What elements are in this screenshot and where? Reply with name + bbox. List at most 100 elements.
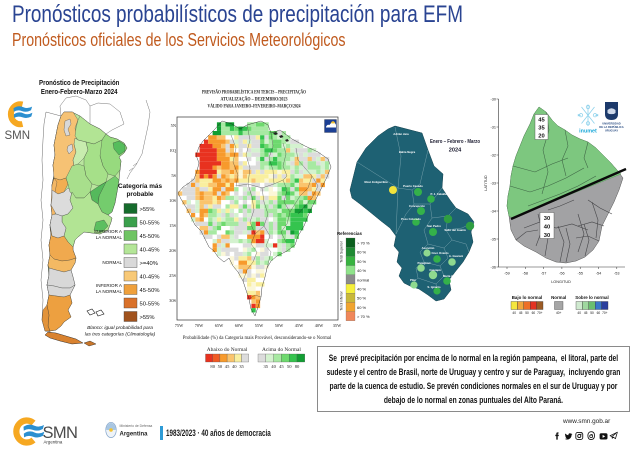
svg-text:-56: -56 xyxy=(559,272,565,276)
svg-text:40 %: 40 % xyxy=(357,287,367,292)
svg-text:Argentina: Argentina xyxy=(44,440,63,445)
svg-text:50-55%: 50-55% xyxy=(140,302,160,308)
svg-text:60 %: 60 % xyxy=(357,305,367,310)
svg-text:50-55%: 50-55% xyxy=(140,221,160,227)
svg-text:45: 45 xyxy=(519,311,523,315)
svg-text:LATITUD: LATITUD xyxy=(484,175,488,191)
svg-text:LA NORMAL: LA NORMAL xyxy=(96,289,123,294)
svg-text:65W: 65W xyxy=(215,323,224,328)
svg-text:LONGITUD: LONGITUD xyxy=(551,280,571,284)
svg-text:50: 50 xyxy=(590,311,594,315)
svg-text:María Aux.: María Aux. xyxy=(443,274,457,278)
svg-text:15S: 15S xyxy=(169,223,176,228)
svg-text:> 70 %: > 70 % xyxy=(357,241,370,246)
svg-text:70+: 70+ xyxy=(602,311,608,315)
svg-text:50: 50 xyxy=(287,364,292,369)
svg-text:50 %: 50 % xyxy=(357,259,367,264)
svg-text:Argentina: Argentina xyxy=(120,432,149,438)
svg-text:60W: 60W xyxy=(235,323,244,328)
svg-text:Salto del Guairá: Salto del Guairá xyxy=(444,228,466,232)
svg-text:Abaixo do Normal: Abaixo do Normal xyxy=(207,347,248,353)
svg-text:40: 40 xyxy=(512,311,516,315)
svg-text:40: 40 xyxy=(544,224,550,230)
svg-text:Tercil Superior: Tercil Superior xyxy=(340,240,344,263)
svg-text:> 70 %: > 70 % xyxy=(357,314,370,319)
svg-text:Enero – Febrero - Marzo: Enero – Febrero - Marzo xyxy=(430,139,480,145)
svg-text:5N: 5N xyxy=(171,123,177,128)
svg-text:LA NORMAL: LA NORMAL xyxy=(96,235,123,240)
svg-text:Sobre lo normal: Sobre lo normal xyxy=(575,295,608,300)
svg-text:50: 50 xyxy=(218,364,223,369)
svg-text:40-45%: 40-45% xyxy=(140,248,160,254)
svg-text:las tres categorías (Climatolo: las tres categorías (Climatología) xyxy=(85,332,156,338)
svg-text:60: 60 xyxy=(597,311,601,315)
svg-text:Caazapá: Caazapá xyxy=(429,268,441,272)
svg-text:30: 30 xyxy=(544,233,550,239)
svg-text:SUPERIOR A: SUPERIOR A xyxy=(94,229,123,234)
svg-text:Categoría más: Categoría más xyxy=(118,183,162,190)
svg-text:Mcal. Estigarribia: Mcal. Estigarribia xyxy=(364,180,388,184)
svg-text:Normal: Normal xyxy=(551,295,566,300)
svg-text:ATUALIZAÇÃO – DEZEMBRO/2023: ATUALIZAÇÃO – DEZEMBRO/2023 xyxy=(221,95,288,103)
svg-text:-59: -59 xyxy=(504,272,510,276)
svg-text:30: 30 xyxy=(544,216,550,222)
svg-text:-54: -54 xyxy=(596,272,602,276)
svg-text:60 %: 60 % xyxy=(357,250,367,255)
svg-text:80: 80 xyxy=(295,364,300,369)
svg-text:-32: -32 xyxy=(491,154,497,158)
svg-text:35: 35 xyxy=(239,364,244,369)
svg-text:10S: 10S xyxy=(169,198,176,203)
svg-text:45: 45 xyxy=(279,364,284,369)
svg-text:Referencias: Referencias xyxy=(337,231,362,236)
svg-text:40W: 40W xyxy=(315,323,324,328)
svg-text:5S: 5S xyxy=(171,173,176,178)
svg-text:Puerto Casado: Puerto Casado xyxy=(403,184,423,188)
svg-text:URUGUAY: URUGUAY xyxy=(605,129,619,133)
svg-text:Blanco: igual probabilidad par: Blanco: igual probabilidad para xyxy=(87,325,153,331)
svg-text:40+: 40+ xyxy=(556,311,562,315)
svg-text:Probabilidade (%) da Categoria: Probabilidade (%) da Categoria mais Prov… xyxy=(183,336,332,341)
svg-text:>=40%: >=40% xyxy=(140,261,158,267)
svg-text:35: 35 xyxy=(538,126,545,132)
svg-text:-36: -36 xyxy=(491,266,497,270)
svg-text:-34: -34 xyxy=(491,210,497,214)
svg-text:-57: -57 xyxy=(541,272,547,276)
svg-text:normal: normal xyxy=(357,277,369,282)
svg-text:-55: -55 xyxy=(577,272,583,276)
svg-text:Bajo lo normal: Bajo lo normal xyxy=(512,295,543,300)
svg-text:45W: 45W xyxy=(295,323,304,328)
svg-text:Concepción: Concepción xyxy=(409,204,425,208)
svg-text:P. J. Caballero: P. J. Caballero xyxy=(431,192,450,196)
svg-text:SMN: SMN xyxy=(43,424,78,442)
svg-text:>55%: >55% xyxy=(140,207,155,213)
svg-text:VÁLIDO PARA JANEIRO–FEVEREIRO–: VÁLIDO PARA JANEIRO–FEVEREIRO–MARÇO/2024 xyxy=(208,102,301,110)
svg-text:70W: 70W xyxy=(195,323,204,328)
svg-text:Acima do Normal: Acima do Normal xyxy=(262,347,301,353)
svg-text:75W: 75W xyxy=(175,323,184,328)
svg-text:30S: 30S xyxy=(169,298,176,303)
svg-text:S. Ignacio: S. Ignacio xyxy=(427,285,441,289)
svg-text:40: 40 xyxy=(577,311,581,315)
svg-text:DE LA REPÚBLICA: DE LA REPÚBLICA xyxy=(599,124,623,129)
svg-text:40-45%: 40-45% xyxy=(140,275,160,281)
svg-text:45: 45 xyxy=(538,118,545,124)
svg-text:50: 50 xyxy=(525,311,529,315)
svg-text:Pozo Colorado: Pozo Colorado xyxy=(401,217,421,221)
svg-text:35: 35 xyxy=(264,364,269,369)
svg-text:Asunción: Asunción xyxy=(422,246,435,250)
svg-text:45: 45 xyxy=(225,364,230,369)
svg-text:45: 45 xyxy=(584,311,588,315)
svg-text:Paraguarí: Paraguarí xyxy=(418,261,431,265)
svg-text:2024: 2024 xyxy=(449,148,462,154)
svg-text:Pilar: Pilar xyxy=(410,278,417,282)
svg-text:PREVISÃO PROBABILÍSTICA EM TER: PREVISÃO PROBABILÍSTICA EM TERCIS – PREC… xyxy=(202,88,306,96)
svg-text:25S: 25S xyxy=(169,273,176,278)
svg-text:45-50%: 45-50% xyxy=(140,234,160,240)
svg-text:-35: -35 xyxy=(491,238,497,242)
svg-text:Adrián Jara: Adrián Jara xyxy=(393,132,409,136)
svg-text:40: 40 xyxy=(232,364,237,369)
svg-text:-30: -30 xyxy=(491,98,497,102)
svg-text:20S: 20S xyxy=(169,248,176,253)
svg-text:40: 40 xyxy=(271,364,276,369)
svg-text:Ministerio de Defensa: Ministerio de Defensa xyxy=(120,424,153,428)
